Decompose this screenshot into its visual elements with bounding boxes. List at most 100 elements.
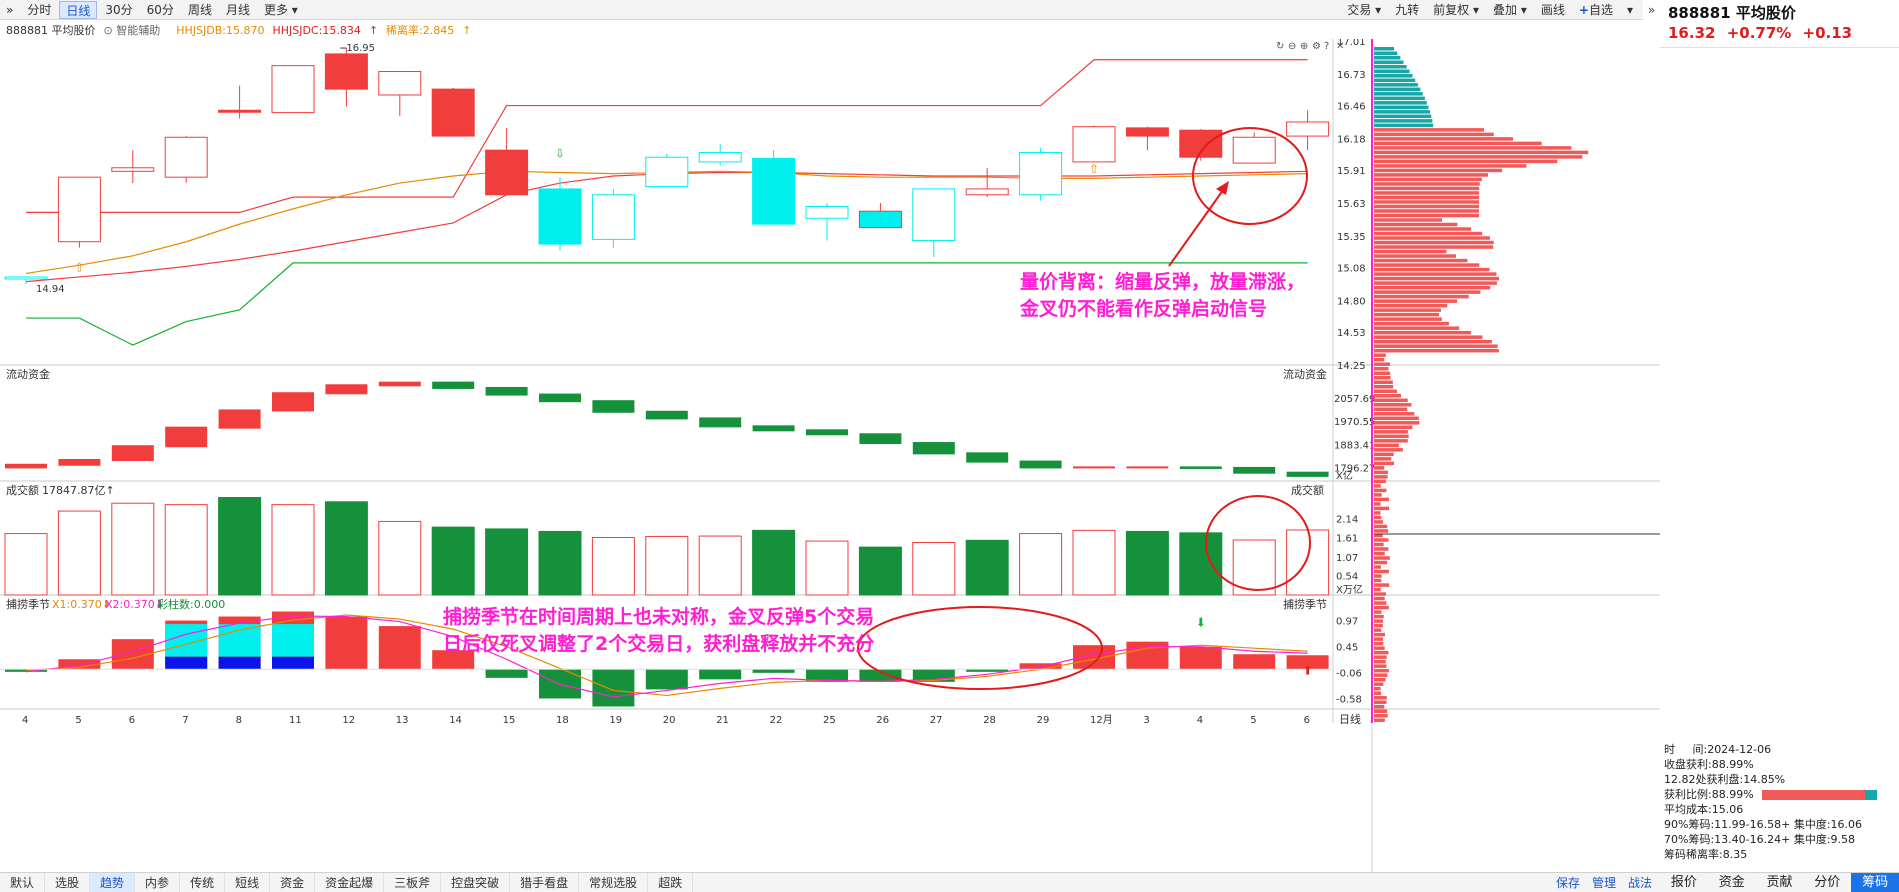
chip-bar	[1374, 281, 1497, 285]
chip-bar	[1374, 529, 1388, 533]
chip-bar	[1374, 457, 1391, 461]
chip-bar	[1374, 178, 1482, 182]
tab-three-axes[interactable]: 三板斧	[384, 873, 441, 892]
tab-trend[interactable]: 趋势	[90, 873, 135, 892]
chip-bar	[1374, 556, 1390, 560]
plus-circle-icon[interactable]: ⊕	[1300, 41, 1308, 52]
chip-bar	[1374, 272, 1496, 276]
close-icon[interactable]: ✕	[1336, 41, 1344, 52]
volume-title: 成交额	[6, 483, 39, 497]
volume-bar	[1287, 530, 1329, 595]
chip-bar	[1374, 601, 1386, 605]
overlay-button[interactable]: 叠加 ▾	[1487, 1, 1533, 19]
price-annotation-line1: 量价背离：缩量反弹，放量滞涨，	[1020, 269, 1305, 296]
draw-line-button[interactable]: 画线	[1535, 1, 1571, 19]
tab-contribution[interactable]: 贡献	[1756, 873, 1804, 892]
tab-quote[interactable]: 报价	[1660, 873, 1708, 892]
tab-capital[interactable]: 资金	[1708, 873, 1756, 892]
chip-bar	[1374, 403, 1411, 407]
divergence-text: 稀离率:2.845	[386, 24, 454, 37]
volume-title-right: 成交额	[1291, 483, 1324, 497]
tactics-button[interactable]: 战法	[1622, 873, 1658, 892]
tab-monthly[interactable]: 月线	[220, 1, 256, 19]
tab-insider[interactable]: 内参	[135, 873, 180, 892]
price-axis-label: 16.46	[1337, 102, 1366, 113]
kline-chart[interactable]: 17.01 16.73 16.46 16.18 15.91 15.63 15.35 15.08…	[0, 39, 1660, 872]
chip-bar	[1374, 412, 1414, 416]
chip-bar	[1374, 56, 1400, 60]
tab-regular-pick[interactable]: 常规选股	[579, 873, 648, 892]
manage-button[interactable]: 管理	[1586, 873, 1622, 892]
chip-bar	[1374, 304, 1447, 308]
price-axis-label: 16.73	[1337, 70, 1366, 81]
tab-funds[interactable]: 资金	[270, 873, 315, 892]
chip-time-value: 间:2024-12-06	[1692, 743, 1771, 756]
minus-icon[interactable]: ⊖	[1288, 41, 1296, 52]
tab-weekly[interactable]: 周线	[182, 1, 218, 19]
tab-daily[interactable]: 日线	[59, 1, 97, 19]
chip-bar	[1374, 367, 1388, 371]
chip-bar	[1374, 651, 1388, 655]
chip-bar	[1374, 583, 1389, 587]
liquidity-bar	[272, 392, 314, 411]
candle-body	[219, 110, 261, 112]
volume-bar	[1073, 530, 1115, 595]
volume-bar	[592, 538, 634, 596]
chip-bar	[1374, 700, 1387, 704]
double-chevron-icon[interactable]: »	[0, 1, 19, 19]
tab-default[interactable]: 默认	[0, 873, 45, 892]
tab-control-breakout[interactable]: 控盘突破	[441, 873, 510, 892]
candle-body	[486, 150, 528, 195]
liquidity-bar	[1180, 466, 1222, 469]
tab-chips[interactable]: 筹码	[1851, 873, 1899, 892]
chip-bar	[1374, 250, 1446, 254]
tab-60min[interactable]: 60分	[141, 1, 180, 19]
tab-oversold[interactable]: 超跌	[648, 873, 693, 892]
watchlist-dropdown-icon[interactable]: ▾	[1621, 1, 1639, 19]
chip-bar	[1374, 47, 1394, 51]
chip-bar	[1374, 151, 1588, 155]
tab-intraday[interactable]: 分时	[21, 1, 57, 19]
save-button[interactable]: 保存	[1550, 873, 1586, 892]
price-axis-label: 16.18	[1337, 134, 1366, 145]
tab-funds-burst[interactable]: 资金起爆	[315, 873, 384, 892]
chip-bar	[1374, 205, 1479, 209]
chip-bar	[1374, 196, 1479, 200]
adjust-button[interactable]: 前复权 ▾	[1427, 1, 1485, 19]
chip-bar	[1374, 444, 1399, 448]
volume-axis-label: 0.54	[1336, 572, 1358, 583]
chip-bar	[1374, 610, 1381, 614]
tab-stock-pick[interactable]: 选股	[45, 873, 90, 892]
nine-turn-button[interactable]: 九转	[1389, 1, 1425, 19]
collapse-panel-icon[interactable]: »	[1643, 0, 1660, 20]
smart-assist-toggle[interactable]: ⊙ 智能辅助	[104, 22, 169, 38]
trade-button[interactable]: 交易 ▾	[1341, 1, 1387, 19]
candle-body	[966, 189, 1008, 195]
tab-30min[interactable]: 30分	[99, 1, 138, 19]
chip-bar	[1374, 673, 1387, 677]
gear-icon[interactable]: ⚙	[1312, 41, 1321, 52]
date-axis-label: 14	[449, 715, 462, 726]
volume-bar	[58, 511, 100, 595]
tab-short-term[interactable]: 短线	[225, 873, 270, 892]
refresh-icon[interactable]: ↻	[1276, 41, 1284, 52]
date-axis-label: 11	[289, 715, 302, 726]
chip-bar	[1374, 507, 1389, 511]
liquidity-bar	[699, 417, 741, 427]
liquidity-title: 流动资金	[6, 367, 50, 381]
candle-body	[1126, 128, 1168, 136]
buy-signal-icon: ⇧	[1089, 162, 1099, 176]
more-menu[interactable]: 更多 ▾	[258, 1, 304, 19]
add-watchlist-button[interactable]: +自选	[1573, 1, 1619, 19]
tab-traditional[interactable]: 传统	[180, 873, 225, 892]
volume-bar	[112, 503, 154, 595]
chip-bar	[1374, 317, 1442, 321]
tab-hunter[interactable]: 猎手看盘	[510, 873, 579, 892]
chip-bar	[1374, 682, 1383, 686]
chip-bar	[1374, 466, 1384, 470]
chip-bar	[1374, 646, 1385, 650]
tab-price-dist[interactable]: 分价	[1803, 873, 1851, 892]
help-icon[interactable]: ?	[1324, 41, 1329, 52]
chip-bar	[1374, 606, 1389, 610]
buy-arrow-icon: ⬆	[1303, 663, 1313, 677]
